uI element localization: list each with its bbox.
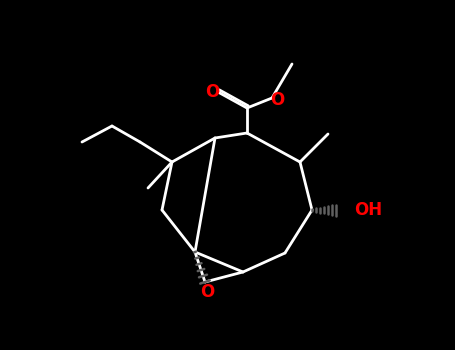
Text: O: O (200, 283, 214, 301)
Text: OH: OH (354, 201, 382, 219)
Text: O: O (205, 83, 219, 101)
Text: O: O (270, 91, 284, 109)
